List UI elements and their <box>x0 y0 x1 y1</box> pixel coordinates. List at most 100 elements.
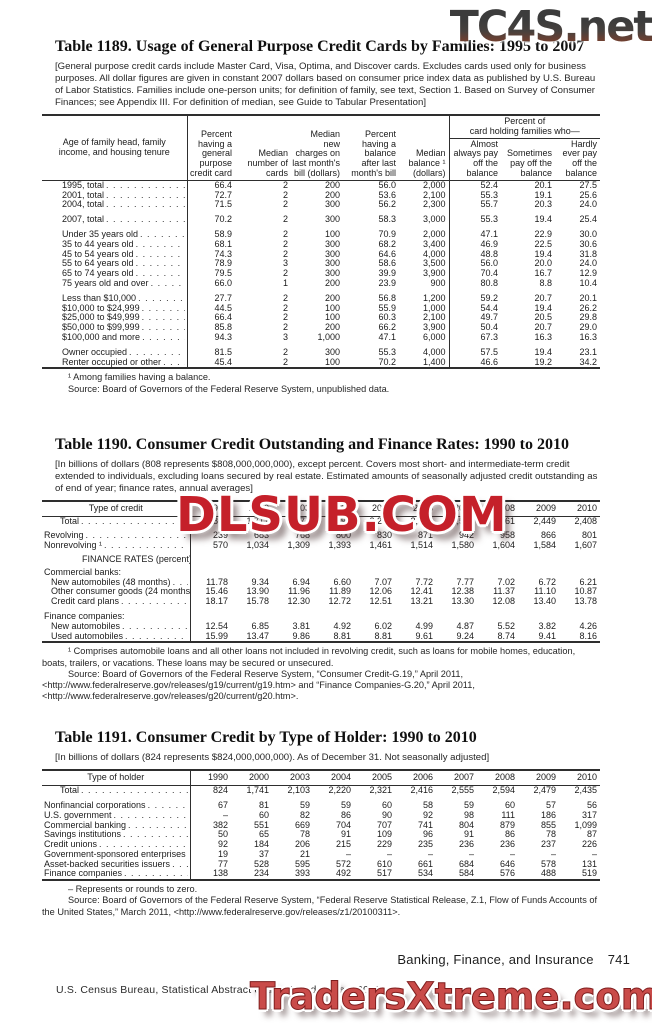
footnote: Source: Board of Governors of the Federa… <box>42 668 475 702</box>
cell <box>436 551 477 568</box>
row-label: Owner occupied <box>42 343 187 358</box>
dot-leader <box>121 597 187 607</box>
cell: 55.9 <box>378 302 396 313</box>
table-row: 75 years old and over 66.0 1 200 23.9 90080.8… <box>42 277 600 289</box>
cell: 6,000 <box>422 331 446 342</box>
cell: 77 <box>189 859 231 870</box>
dot-leader <box>163 358 184 368</box>
cell: 2,103 <box>287 785 310 796</box>
cell: 19.4 <box>534 346 552 357</box>
cell: 200 <box>324 179 340 190</box>
cell: 78.9 <box>186 259 235 270</box>
dot-leader <box>104 541 187 551</box>
dot-leader <box>142 323 185 333</box>
cell <box>189 567 231 578</box>
cell: 3.81 <box>292 620 310 631</box>
cell: 12.72 <box>328 596 351 607</box>
table-row: Commercial banking 382 551 669 704 707 741 804 8… <box>42 820 600 831</box>
cell: 11.37 <box>493 586 515 597</box>
dot-leader <box>142 313 185 323</box>
stub-column-header: Type of holder <box>42 770 190 787</box>
cell: 4,000 <box>422 346 446 357</box>
cell: 2,321 <box>369 785 392 796</box>
table-row: Finance companies: <box>42 606 600 622</box>
row-label-text: Finance companies: <box>44 610 125 621</box>
cell: 37 <box>258 848 269 859</box>
cell: 808 <box>189 516 231 527</box>
cell: 109 <box>376 829 392 840</box>
cell: 68.2 <box>378 238 396 249</box>
cell: 684 <box>458 858 474 869</box>
row-label: Total <box>42 516 190 526</box>
year-column-header: 2007 <box>436 770 477 787</box>
year-column-header: 2003 <box>272 770 313 787</box>
table-1190-title: Table 1190. Consumer Credit Outstanding … <box>55 435 569 453</box>
row-label-text: Owner occupied <box>62 346 128 357</box>
year-column-header: 2009 <box>518 500 559 517</box>
cell: 20.5 <box>534 312 552 323</box>
cell: 20.7 <box>534 292 552 303</box>
row-label-text: U.S. government <box>44 810 112 820</box>
cell: 30.6 <box>579 238 597 249</box>
cell: 492 <box>335 868 351 879</box>
cell <box>477 607 518 622</box>
cell: 60 <box>504 799 515 810</box>
table-1189-header: Age of family head, family income, and h… <box>42 115 600 181</box>
cell: 393 <box>294 868 310 879</box>
table-row: Revolving 239 683 768 800 830 871 942 958 866 801 <box>42 526 600 542</box>
table-row: Nonfinancial corporations 67 81 59 59 60 58 59 6… <box>42 795 600 811</box>
cell: – <box>591 848 597 859</box>
cell: 2,193 <box>328 515 351 526</box>
cell: 2,300 <box>422 199 446 210</box>
cell: 1,400 <box>422 356 446 367</box>
cell: 94.3 <box>186 332 235 343</box>
row-label-text: 55 to 64 years old <box>62 259 134 269</box>
cell: 46.6 <box>448 357 501 369</box>
cell: 3 <box>282 331 288 342</box>
cell: 236 <box>458 839 474 850</box>
cell: 7.02 <box>497 576 515 587</box>
cell: 3,500 <box>422 258 446 269</box>
cell <box>477 551 518 568</box>
year-column-header: 2005 <box>354 770 395 787</box>
dot-leader <box>136 259 185 269</box>
table-row: Credit card plans 18.17 15.78 12.30 12.72 12.… <box>42 596 600 607</box>
table-row: Government-sponsored enterprises 19 37 21 – –… <box>42 848 600 860</box>
cell: 59 <box>463 799 474 810</box>
cell: 7.77 <box>456 576 474 587</box>
table-row: Credit unions 92 184 206 215 229 235 236 236 237 2… <box>42 839 600 850</box>
row-label-text: New automobiles <box>51 621 121 631</box>
cell: 20.3 <box>534 199 552 210</box>
year-column-header: 1990 <box>189 500 231 517</box>
row-label: Savings institutions <box>42 830 190 840</box>
cell: 12.9 <box>579 268 597 279</box>
cell: 59 <box>340 799 351 810</box>
cell: 300 <box>324 346 340 357</box>
cell: 86 <box>340 809 351 820</box>
cell: 71.5 <box>186 200 235 211</box>
cell <box>313 551 354 568</box>
cell: 52.4 <box>448 180 501 191</box>
dot-leader <box>172 860 187 870</box>
stub-column-header: Age of family head, family income, and h… <box>42 115 187 181</box>
row-label-text: 65 to 74 years old <box>62 269 134 279</box>
cell: 206 <box>294 839 310 850</box>
dot-leader <box>129 348 184 358</box>
row-label-text: Government-sponsored enterprises <box>44 849 186 859</box>
cell: 1,000 <box>317 331 340 342</box>
cell: 29.0 <box>579 322 597 333</box>
table-row: Renter occupied or other 45.4 2 100 70.2 1,40… <box>42 356 600 369</box>
cell: 12.51 <box>369 596 392 607</box>
row-label: Renter occupied or other <box>42 358 187 369</box>
cell: 200 <box>324 277 340 288</box>
cell: 21 <box>299 848 310 859</box>
cell: 6.21 <box>579 576 597 587</box>
cell: 2,000 <box>422 179 446 190</box>
cell: 6.60 <box>333 576 351 587</box>
cell <box>559 551 600 568</box>
cell: 66.4 <box>186 313 235 324</box>
row-label-text: Total <box>60 516 80 526</box>
cell: 578 <box>540 858 556 869</box>
